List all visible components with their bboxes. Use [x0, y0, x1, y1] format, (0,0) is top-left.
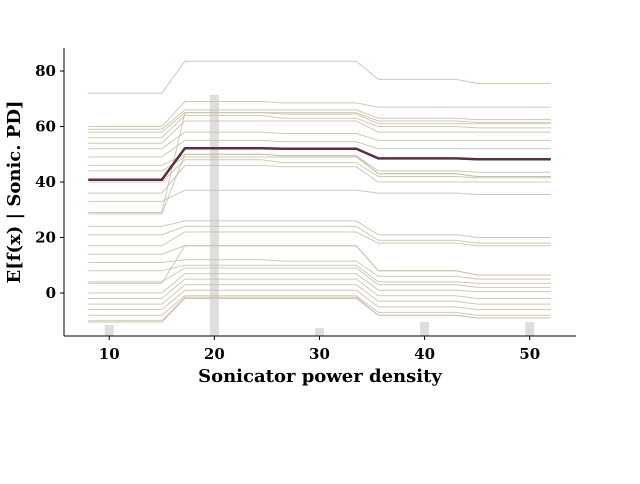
decile-bar [525, 322, 535, 336]
ice-line [88, 273, 551, 294]
ice-line [88, 289, 551, 311]
y-axis-label: E[f(x) | Sonic. PD] [4, 101, 25, 284]
ice-line [88, 139, 551, 158]
y-tick-label: 20 [35, 229, 56, 247]
x-tick-label: 30 [309, 345, 330, 363]
x-tick-label: 10 [99, 345, 120, 363]
ice-line [88, 296, 551, 322]
ice-line [88, 60, 551, 94]
ice-line [88, 164, 551, 194]
ice-line [88, 245, 551, 284]
ice-line [88, 189, 551, 202]
ice-line [88, 231, 551, 247]
ice-line [88, 225, 551, 244]
y-tick-label: 40 [35, 173, 56, 191]
ice-line [88, 112, 551, 133]
decile-bar [420, 322, 430, 336]
ice-line [88, 109, 551, 130]
ice-line [88, 284, 551, 305]
decile-bar [314, 327, 324, 336]
ice-line [88, 295, 551, 316]
decile-bar [209, 94, 219, 337]
ice-line [88, 120, 551, 144]
decile-bar [104, 324, 114, 336]
x-tick-label: 50 [519, 345, 540, 363]
ice-line [88, 220, 551, 238]
ice-line [88, 259, 551, 280]
pd-line [88, 146, 551, 182]
ice-line [88, 101, 551, 127]
y-tick-label: 80 [35, 62, 56, 80]
ice-line [88, 298, 551, 323]
x-axis-label: Sonicator power density [198, 366, 442, 387]
ice-line [88, 264, 551, 284]
ice-line [88, 114, 551, 139]
ice-line [88, 159, 551, 183]
y-tick-label: 60 [35, 118, 56, 136]
ice-line [88, 278, 551, 299]
ice-line [88, 267, 551, 288]
ice-line [88, 131, 551, 150]
x-tick-label: 40 [414, 345, 435, 363]
x-tick-label: 20 [204, 345, 225, 363]
ice-line [88, 153, 551, 215]
y-tick-label: 0 [46, 284, 56, 302]
